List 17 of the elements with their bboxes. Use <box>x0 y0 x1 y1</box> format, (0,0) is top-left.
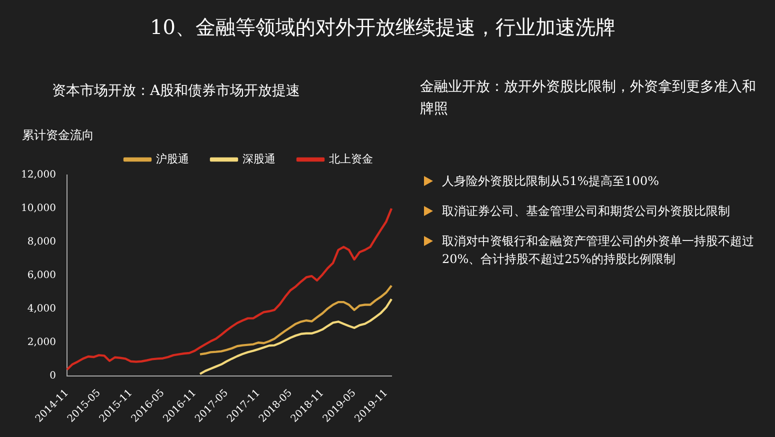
legend-label: 北上资金 <box>329 152 373 166</box>
y-tick-label: 6,000 <box>27 270 56 282</box>
y-tick-label: 10,000 <box>20 203 56 214</box>
chart-title: 10、金融等领域的对外开放继续提速，行业加速洗牌 <box>150 14 616 41</box>
text: 取消对中资银行和金融资产管理公司的外资单一持股不超过20%、合计持股不超过25%的持股比例限制 <box>441 233 755 268</box>
y-tick-label: 8,000 <box>27 236 56 248</box>
text: 取消证券公司、基金管理公司和期货公司外资股比限制 <box>441 203 731 220</box>
y-tick-label: 2,000 <box>27 337 56 348</box>
text: 人身险外资股比限制从51%提高至100% <box>441 173 660 190</box>
chart-subtitle: 资本市场开放：A股和债券市场开放提速 <box>52 82 300 100</box>
legend-label: 深股通 <box>242 152 276 166</box>
y-tick-label: 0 <box>50 370 56 382</box>
y-tick-label: 4,000 <box>27 304 56 315</box>
y-axis-title: 累计资金流向 <box>22 128 94 142</box>
legend-label: 沪股通 <box>156 152 189 166</box>
text: 金融业开放：放开外资股比限制，外资拿到更多准入和牌照 <box>420 78 757 119</box>
y-tick-label: 12,000 <box>20 170 56 181</box>
